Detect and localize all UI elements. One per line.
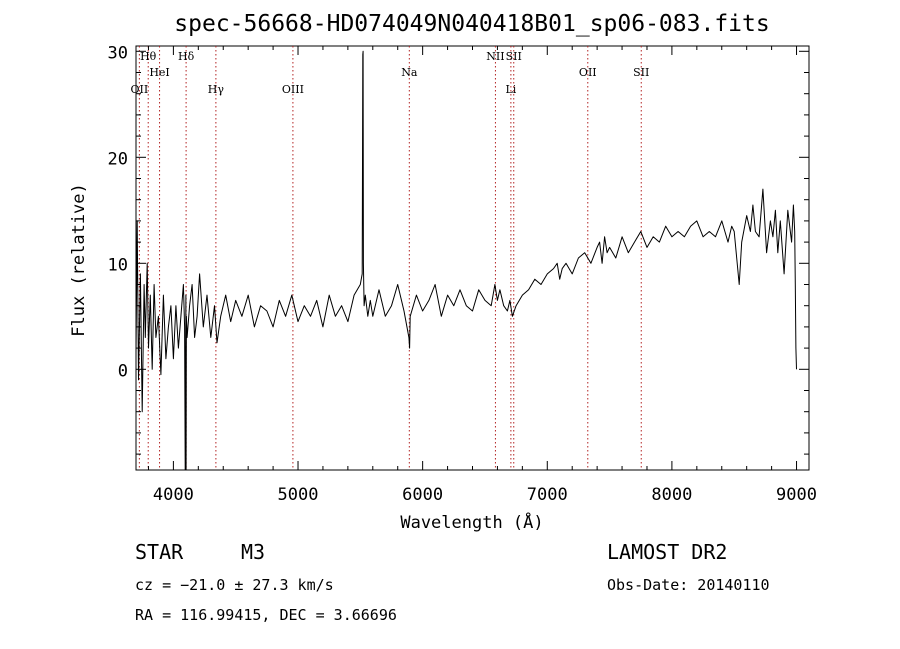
object-type: STAR <box>135 540 184 564</box>
line-marker-label: OIII <box>282 83 304 96</box>
obs-date: Obs-Date: 20140110 <box>607 576 770 594</box>
y-axis-label: Flux (relative) <box>69 183 89 337</box>
object-subclass: M3 <box>241 540 265 564</box>
line-marker-label: OII <box>579 66 597 79</box>
y-tick-label: 20 <box>108 149 128 169</box>
x-tick-label: 5000 <box>278 485 319 505</box>
x-tick-label: 7000 <box>527 485 568 505</box>
x-tick-label: 4000 <box>153 485 194 505</box>
ra-dec: RA = 116.99415, DEC = 3.66696 <box>135 606 397 624</box>
x-tick-label: 6000 <box>402 485 443 505</box>
axes: 4000 5000 6000 7000 8000 9000 0 10 20 30 <box>108 43 817 505</box>
x-tick-label: 9000 <box>776 485 817 505</box>
line-marker-label: HeI <box>149 66 169 79</box>
line-marker-label: Na <box>401 66 418 79</box>
x-axis-label: Wavelength (Å) <box>400 511 543 533</box>
line-marker-label: SII <box>506 50 522 63</box>
y-tick-label: 0 <box>118 361 128 381</box>
spectrum-series <box>135 50 797 471</box>
line-marker-label: Hδ <box>178 50 195 63</box>
chart-title: spec-56668-HD074049N040418B01_sp06-083.f… <box>174 11 769 37</box>
survey-name: LAMOST DR2 <box>607 540 727 564</box>
y-tick-label: 30 <box>108 43 128 63</box>
x-tick-label: 8000 <box>651 485 692 505</box>
plot-frame <box>135 45 810 471</box>
y-tick-label: 10 <box>108 255 128 275</box>
line-marker-label: OII <box>131 83 149 96</box>
line-marker-label: Li <box>505 83 516 96</box>
line-marker-label: NII <box>486 50 504 63</box>
redshift-cz: cz = −21.0 ± 27.3 km/s <box>135 576 334 594</box>
line-marker-label: SII <box>633 66 649 79</box>
line-marker-label: Hγ <box>208 83 225 96</box>
line-marker-label: Hθ <box>140 50 157 63</box>
spectrum-line <box>135 50 797 471</box>
